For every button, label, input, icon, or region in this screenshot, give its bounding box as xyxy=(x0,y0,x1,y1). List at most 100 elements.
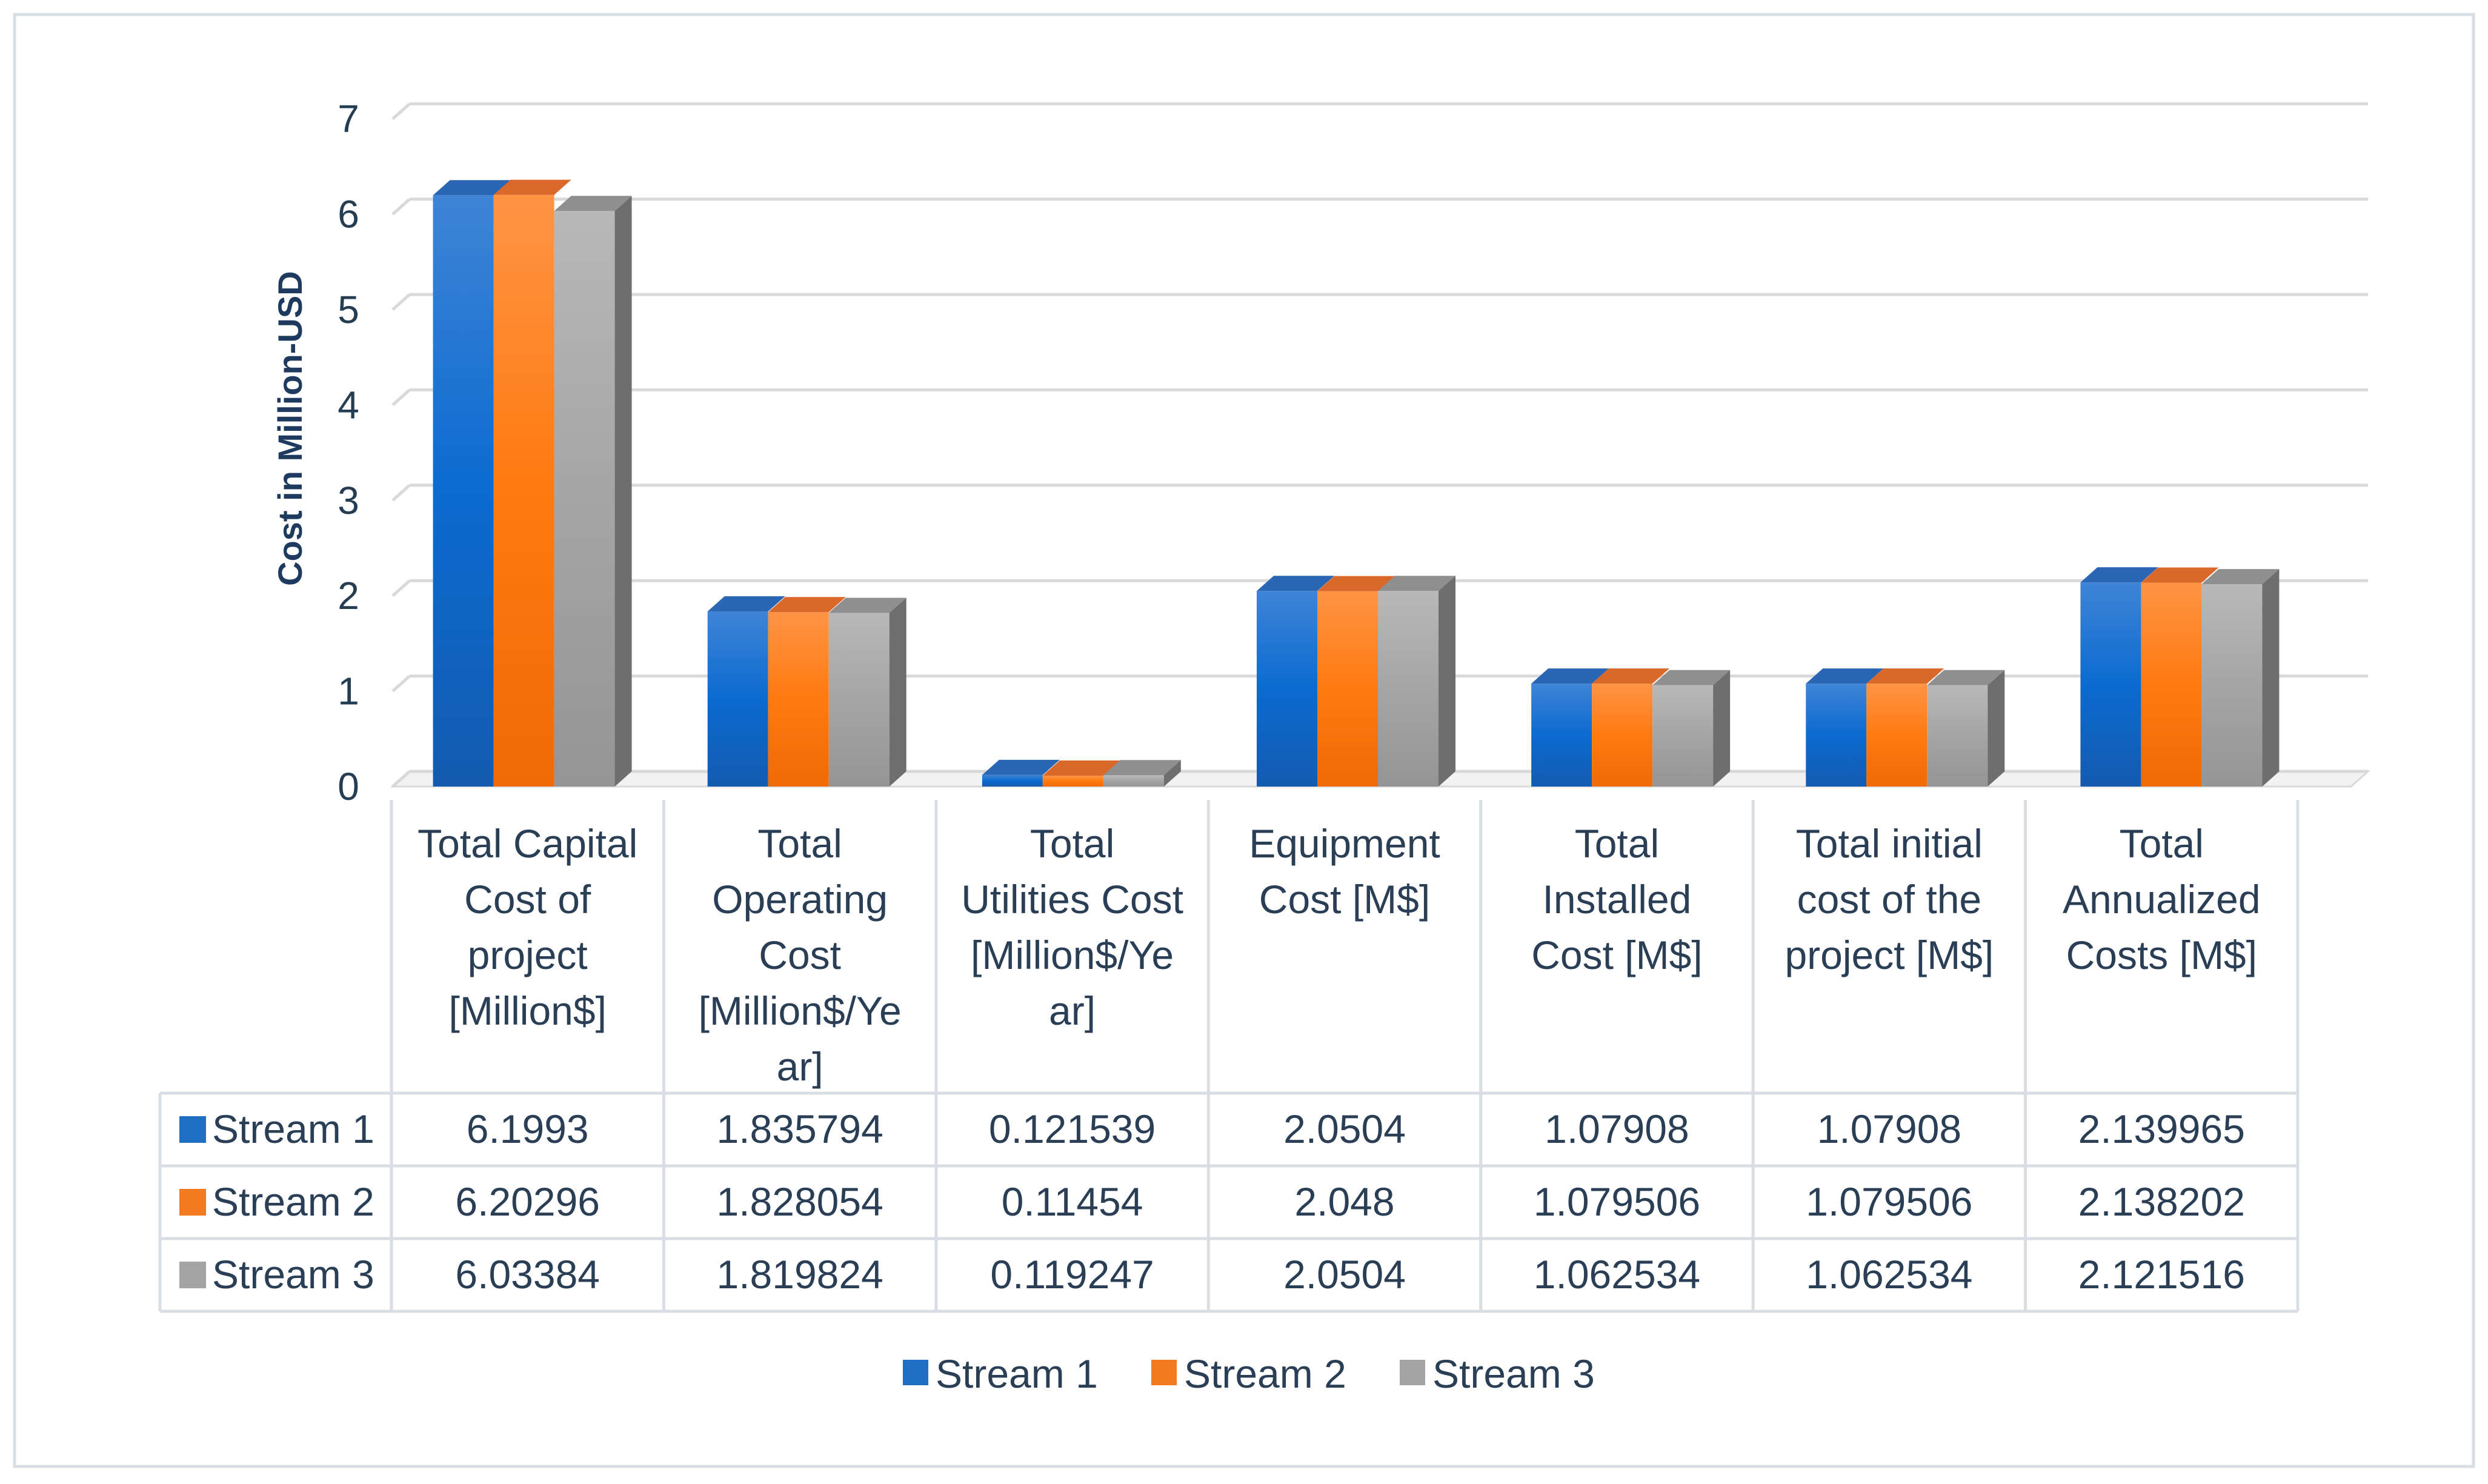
bar-group xyxy=(1103,760,1181,787)
bar-group xyxy=(768,597,846,787)
bar-side xyxy=(1987,670,2005,787)
data-cell: 1.079506 xyxy=(1806,1179,1972,1224)
bar-group xyxy=(433,180,511,787)
bar-group xyxy=(828,597,906,787)
data-cell: 1.828054 xyxy=(717,1179,883,1224)
bar-top xyxy=(493,179,571,195)
bar-group xyxy=(1257,576,1334,787)
data-cell: 1.07908 xyxy=(1817,1106,1962,1151)
bar xyxy=(1103,775,1164,787)
data-cell: 1.079506 xyxy=(1534,1179,1700,1224)
bar xyxy=(1652,685,1714,787)
data-cell: 1.819824 xyxy=(717,1252,883,1297)
data-cell: 0.121539 xyxy=(989,1106,1156,1151)
data-cell: 6.20296 xyxy=(455,1179,600,1224)
bar-group xyxy=(1592,668,1670,787)
bar-group xyxy=(1378,576,1455,787)
y-tick-label: 5 xyxy=(338,288,359,331)
bar-top xyxy=(1652,670,1731,685)
bar-side xyxy=(1713,670,1731,787)
bar-top xyxy=(1927,670,2005,685)
bar xyxy=(1592,684,1653,787)
bar-top xyxy=(2141,567,2219,583)
bar xyxy=(1042,775,1103,787)
series-swatch xyxy=(179,1116,206,1143)
bar-top xyxy=(1806,668,1884,684)
bar-group xyxy=(1806,668,1884,787)
data-cell: 1.07908 xyxy=(1545,1106,1689,1151)
legend-entry: Stream 2 xyxy=(1184,1351,1346,1396)
bar xyxy=(1806,684,1867,787)
bar-top xyxy=(554,196,632,211)
y-tick-label: 0 xyxy=(338,765,359,808)
bar-group xyxy=(707,596,785,787)
bar-side xyxy=(614,196,632,787)
data-cell: 0.11454 xyxy=(1002,1179,1143,1224)
y-tick-label: 6 xyxy=(338,193,359,236)
category-label: Total Operating Cost [Million$/Ye ar] xyxy=(699,821,902,1089)
bar xyxy=(982,774,1043,787)
bar-top xyxy=(707,596,785,612)
bar xyxy=(1531,684,1592,787)
bar-group xyxy=(2141,567,2219,787)
y-axis-title: Cost in Million-USD xyxy=(271,271,309,586)
data-cell: 0.119247 xyxy=(990,1252,1154,1297)
category-label: Total Capital Cost of project [Million$] xyxy=(417,821,637,1033)
bar-side xyxy=(889,597,906,787)
y-tick-label: 4 xyxy=(338,383,359,427)
bar xyxy=(2141,582,2202,787)
bar-top xyxy=(433,180,511,196)
bar xyxy=(1866,684,1928,787)
series-swatch xyxy=(179,1189,206,1216)
bar-top xyxy=(1042,760,1120,776)
y-tick-label: 1 xyxy=(338,670,359,713)
category-label: Total Annualized Costs [M$] xyxy=(2063,821,2261,977)
gridlines xyxy=(391,102,2368,788)
gridline-side xyxy=(391,388,411,407)
data-cell: 1.062534 xyxy=(1534,1252,1700,1297)
bar-group xyxy=(2201,569,2280,787)
bar-top xyxy=(768,597,846,613)
category-label: Total initial cost of the project [M$] xyxy=(1785,821,1994,977)
bar-top xyxy=(982,759,1060,775)
data-cell: 2.0504 xyxy=(1283,1106,1406,1151)
bar-group xyxy=(1042,760,1120,787)
data-cell: 6.03384 xyxy=(455,1252,600,1297)
bar xyxy=(493,195,554,787)
gridline-side xyxy=(391,770,411,788)
data-cell: 2.139965 xyxy=(2078,1106,2245,1151)
bar-top xyxy=(1257,576,1334,591)
gridline-side xyxy=(391,198,411,216)
y-tick-label: 7 xyxy=(338,97,359,141)
legend-swatch xyxy=(903,1360,928,1385)
bar-group xyxy=(1866,668,1944,787)
bar xyxy=(828,613,890,787)
bar-top xyxy=(2201,569,2280,585)
legend-entry: Stream 3 xyxy=(1432,1351,1595,1396)
y-tick-label: 3 xyxy=(338,479,359,522)
series-swatch xyxy=(179,1262,206,1288)
category-label: Equipment Cost [M$] xyxy=(1249,821,1440,922)
bar-group xyxy=(1317,576,1395,787)
bar xyxy=(1257,591,1317,787)
bar-group xyxy=(554,196,632,787)
gridline-side xyxy=(391,674,411,693)
bar-top xyxy=(1592,668,1670,684)
bar-group xyxy=(493,179,571,787)
bar xyxy=(554,211,615,787)
data-cell: 2.121516 xyxy=(2078,1252,2245,1297)
bar xyxy=(1378,591,1439,787)
series-name: Stream 2 xyxy=(212,1179,374,1224)
y-tick-label: 2 xyxy=(338,574,359,617)
bar-group xyxy=(1652,670,1731,787)
data-cell: 1.062534 xyxy=(1806,1252,1972,1297)
bar-side xyxy=(1439,576,1455,787)
bar-top xyxy=(1317,576,1395,591)
bar-top xyxy=(828,597,906,613)
data-cell: 1.835794 xyxy=(717,1106,883,1151)
bar xyxy=(2080,582,2141,787)
bar-group xyxy=(2080,567,2158,787)
bars xyxy=(433,179,2280,787)
